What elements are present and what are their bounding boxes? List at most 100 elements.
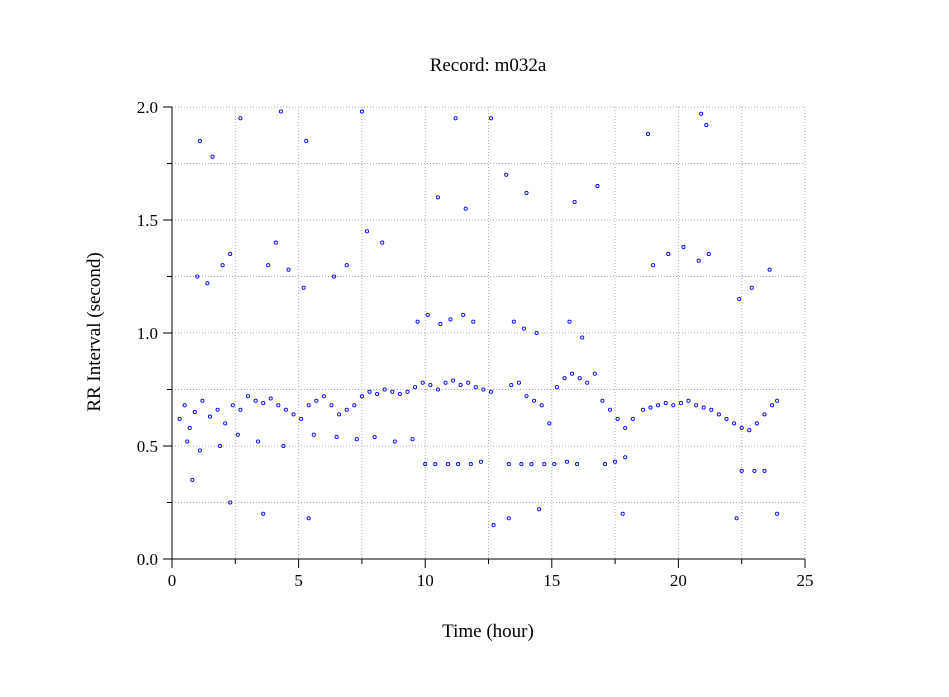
data-point [585,380,590,385]
data-point [739,468,744,473]
data-point [678,401,683,406]
data-point [276,403,281,408]
data-point [524,190,529,195]
data-point [739,425,744,430]
data-point [306,516,311,521]
data-point [519,462,524,467]
data-point [331,274,337,279]
data-point [491,523,496,528]
data-point [223,421,228,426]
data-point [607,407,613,412]
data-point [547,421,552,426]
data-point [663,401,668,406]
data-point [504,172,509,177]
data-point [261,511,266,516]
data-point [623,425,628,430]
data-point [334,434,339,440]
data-point [775,511,780,516]
data-point [762,412,767,417]
data-point [423,462,428,467]
data-point [481,387,486,392]
data-point [752,468,757,473]
data-point [405,389,410,394]
data-point [645,132,651,137]
data-point [195,274,200,279]
data-point [364,229,370,234]
data-point [595,184,600,189]
data-point [521,326,526,331]
data-point [359,394,364,399]
data-point [420,380,425,385]
data-point [451,378,456,383]
data-point [542,462,547,467]
data-point [564,459,570,464]
data-point [532,398,537,403]
data-point [329,403,334,408]
data-point [478,459,483,464]
data-point [413,385,418,390]
x-tick-label: 5 [294,571,303,590]
data-point [600,398,605,403]
data-point [435,195,440,200]
data-point [671,403,676,408]
data-point [734,516,739,521]
data-point [438,321,443,327]
data-point [392,439,397,444]
data-point [471,319,476,324]
data-point [283,407,288,412]
data-point [640,407,646,412]
x-tick-label: 15 [543,571,560,590]
data-point [570,371,575,376]
data-point [435,387,440,392]
data-point [228,500,233,505]
data-point [524,394,529,399]
data-point [245,394,251,399]
y-axis-label: RR Interval (second) [84,252,105,411]
data-point [453,116,458,121]
x-tick-label: 20 [670,571,687,590]
data-point [539,403,544,408]
data-point [311,432,316,437]
data-point [623,455,628,460]
data-point [701,405,706,410]
data-point [253,398,258,403]
y-tick-label: 1.5 [137,211,158,230]
data-point [709,407,714,412]
data-point [529,462,534,467]
data-point [775,398,780,403]
data-point [425,312,430,317]
data-point [344,407,349,412]
data-point [382,387,387,392]
data-point [197,448,202,453]
grid [172,106,806,559]
x-tick-label: 25 [797,571,814,590]
data-point [273,240,278,245]
data-point [534,330,539,336]
y-tick-label: 0.5 [137,437,158,456]
data-point [762,468,767,473]
data-point [256,439,261,444]
data-point [724,416,729,421]
data-point [694,403,699,408]
data-point [613,459,618,464]
data-point [615,416,620,421]
data-point [390,389,395,394]
data-point [754,421,759,426]
data-point [428,382,433,388]
tick-labels: 0 5 10 15 20 25 0.0 0.5 1.0 1.5 2.0 [137,98,814,590]
data-point [461,312,466,317]
data-point [367,389,372,394]
y-tick-label: 1.0 [137,324,158,343]
data-point [516,380,521,385]
data-point [509,382,514,388]
data-point [506,516,511,521]
data-point [314,398,319,403]
data-point [281,443,286,449]
data-point [177,416,182,421]
data-point [321,394,326,399]
data-point [681,245,686,250]
data-point [266,263,271,268]
data-point [749,285,754,290]
data-point [344,263,349,268]
